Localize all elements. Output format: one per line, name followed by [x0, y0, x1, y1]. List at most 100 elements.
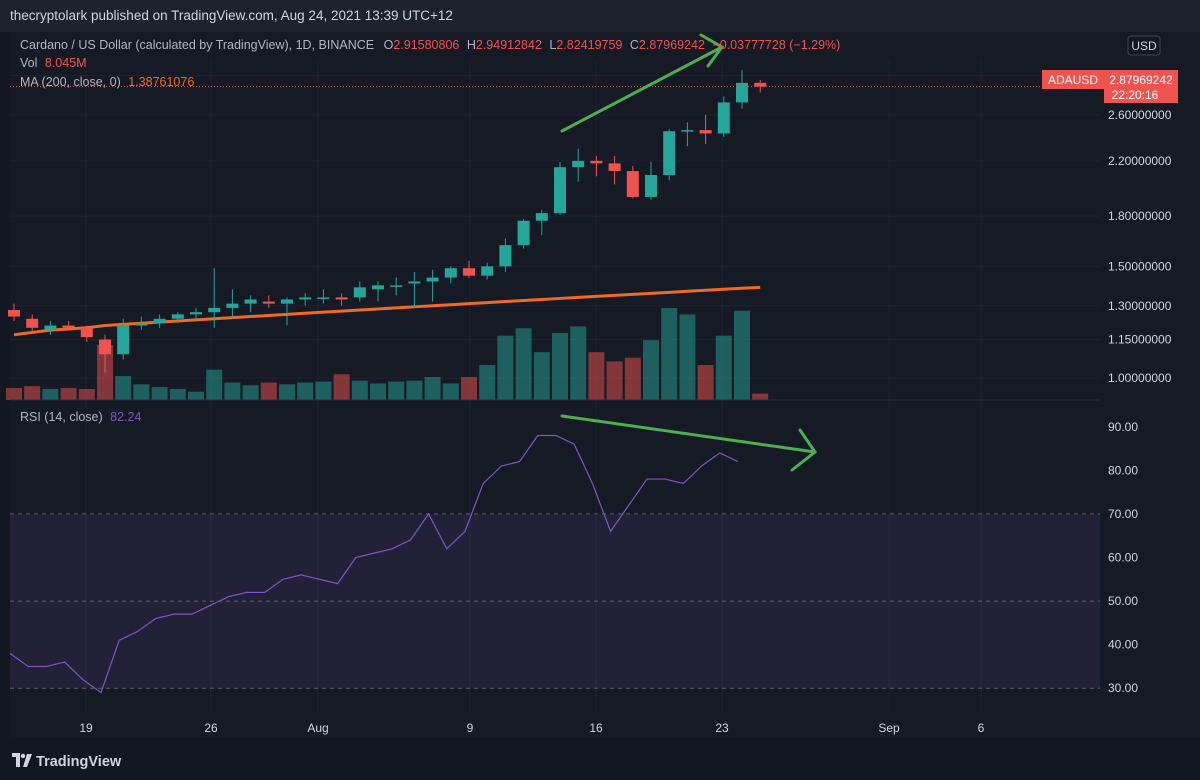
candle — [717, 96, 730, 137]
candle — [190, 307, 202, 321]
volume-bar — [406, 380, 423, 400]
uptrend-arrow-shaft — [560, 45, 724, 133]
candle-body — [517, 220, 530, 246]
time-tick-label: Sep — [878, 721, 900, 735]
price-tick-label: 1.15000000 — [1108, 333, 1172, 347]
rsi-tick-label: 40.00 — [1108, 638, 1138, 652]
rsi-legend: RSI (14, close) 82.24 — [20, 410, 141, 424]
price-tick-label: 2.20000000 — [1108, 154, 1172, 168]
candle — [281, 297, 293, 326]
rsi-tick-label: 90.00 — [1108, 420, 1138, 434]
open-label: O — [383, 38, 394, 52]
candle-body — [153, 318, 166, 324]
candle — [736, 69, 748, 109]
candle — [481, 262, 494, 280]
symbol-title: Cardano / US Dollar (calculated by Tradi… — [20, 38, 375, 52]
candle-body — [190, 312, 202, 315]
candle — [390, 277, 403, 296]
tradingview-logo-text: TradingView — [36, 754, 122, 770]
volume-bar — [315, 381, 332, 400]
volume-bar — [333, 374, 350, 400]
candle-body — [317, 297, 330, 299]
volume-bar — [643, 340, 659, 400]
ma-label: MA (200, close, 0) — [20, 75, 121, 89]
close-value: 2.87969242 — [638, 38, 705, 52]
rsi-scale: 90.00 80.00 70.00 60.00 50.00 40.00 30.00 — [1108, 420, 1138, 695]
candle — [335, 293, 348, 306]
candle — [499, 238, 512, 272]
volume-bar — [206, 369, 223, 400]
candle — [535, 210, 548, 236]
volume-bar — [42, 388, 59, 400]
candle-body — [754, 82, 767, 87]
time-tick-label: 23 — [715, 721, 729, 735]
candle-body — [353, 287, 366, 298]
tradingview-logo-icon — [12, 753, 32, 767]
candle-body — [463, 268, 475, 276]
volume-bar — [752, 393, 769, 400]
volume-bar — [533, 352, 550, 400]
divergence-arrow-shaft — [560, 414, 817, 454]
candle-body — [663, 131, 676, 175]
publisher-bar: thecryptolark published on TradingView.c… — [0, 0, 1200, 32]
candle — [444, 266, 457, 284]
candle-body — [208, 307, 221, 313]
volume-bar — [151, 387, 168, 400]
volume-bar — [78, 388, 95, 400]
time-tick-label: Aug — [307, 721, 328, 735]
volume-bar — [351, 380, 368, 400]
candle — [244, 295, 257, 313]
price-scale: 3.000000002.600000002.200000001.80000000… — [1108, 68, 1172, 385]
change-value: −0.03777728 (−1.29%) — [712, 38, 841, 52]
volume-bar — [461, 377, 477, 400]
candle — [80, 325, 93, 342]
candle — [26, 314, 39, 333]
currency-box[interactable] — [1127, 35, 1161, 56]
candle — [517, 219, 530, 249]
high-value: 2.94912842 — [475, 38, 542, 52]
candle — [171, 312, 184, 324]
currency-label: USD — [1131, 39, 1157, 53]
volume-bar — [424, 377, 441, 400]
volume-bar — [734, 310, 750, 400]
volume-bar — [370, 383, 386, 400]
time-tick-label: 16 — [589, 721, 603, 735]
volume-bar — [697, 365, 714, 400]
candle-body — [299, 297, 312, 300]
candle-body — [645, 174, 657, 197]
volume-bar — [715, 335, 732, 400]
candle-body — [281, 299, 293, 304]
candle — [372, 281, 384, 302]
rsi-band-lines — [10, 513, 1100, 689]
candle-body — [699, 130, 712, 134]
candle — [226, 289, 239, 319]
candle — [572, 148, 585, 182]
volume-bar — [661, 308, 678, 400]
volume-bar — [679, 314, 696, 400]
rsi-value: 82.24 — [110, 410, 142, 424]
candle-body — [481, 266, 494, 276]
price-chart-svg[interactable]: 3.000000002.600000002.200000001.80000000… — [0, 0, 1200, 740]
volume-bar — [624, 357, 641, 400]
candle — [262, 295, 275, 308]
volume-bar — [6, 388, 22, 400]
candle-body — [408, 281, 421, 284]
open-value: 2.91580806 — [393, 38, 460, 52]
candle — [135, 316, 148, 331]
rsi-tick-label: 50.00 — [1108, 594, 1138, 608]
candle — [626, 165, 639, 199]
volume-bar — [224, 382, 241, 400]
candle — [44, 320, 57, 335]
volume-bar — [479, 365, 496, 400]
candle — [353, 281, 366, 302]
candle-body — [135, 323, 148, 326]
tradingview-logo[interactable]: TradingView — [12, 752, 121, 770]
candle-body — [717, 102, 730, 134]
last-price-tag-box — [1104, 70, 1178, 103]
volume-value: 8.045M — [44, 56, 87, 70]
volume-bar — [297, 382, 314, 400]
candle — [663, 128, 676, 181]
candle — [8, 303, 20, 321]
candle-body — [608, 163, 621, 172]
rsi-tick-label: 70.00 — [1108, 507, 1138, 521]
